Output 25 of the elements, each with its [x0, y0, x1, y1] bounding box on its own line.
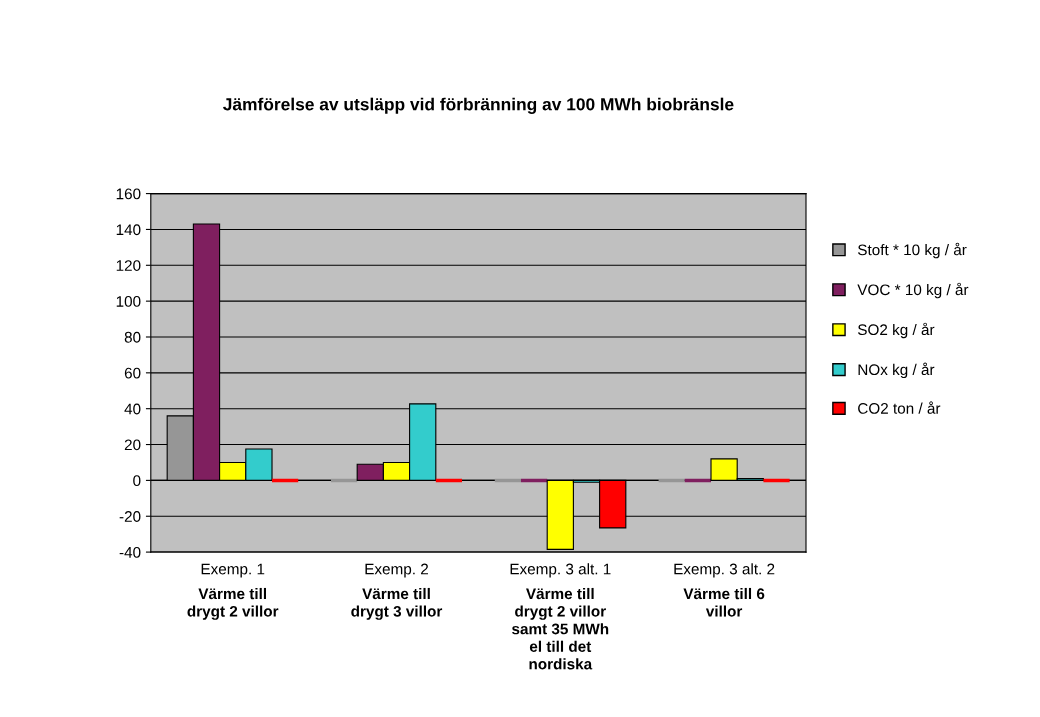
legend-label: VOC * 10 kg / år	[857, 282, 969, 299]
y-tick-label: 120	[116, 260, 141, 271]
x-tick-label: Exemp. 1	[201, 563, 265, 578]
x-tick-label: Exemp. 2	[365, 563, 428, 578]
y-tick-label: 0	[133, 475, 141, 487]
x-tick-label: Exemp. 3 alt. 1	[510, 563, 611, 578]
y-tick-label: 160	[116, 188, 141, 200]
legend-label: SO2 kg / år	[857, 322, 935, 339]
y-tick-label: -40	[119, 546, 141, 558]
y-tick-label: 20	[124, 439, 141, 451]
y-tick-label: 60	[124, 367, 141, 379]
text: Värme till drygt 2 villor	[187, 587, 279, 620]
legend-label: Stoft * 10 kg / år	[857, 242, 967, 259]
chart-title: Jämförelse av utsläpp vid förbränning av 100 MWh biobränsle	[223, 97, 734, 114]
text: Värme till 6 villor	[683, 587, 765, 617]
text: Värme till drygt 3 villor	[351, 587, 443, 620]
text: Värme till drygt 2 villor samt 35 MWh el till det nordiska	[512, 587, 609, 670]
legend-label: CO2 ton / år	[858, 401, 941, 414]
x-tick-label: Exemp. 3 alt. 2	[674, 563, 775, 578]
y-tick-label: -20	[119, 511, 141, 522]
y-tick-label: 80	[124, 331, 141, 343]
y-tick-label: 100	[116, 296, 141, 307]
y-tick-label: 140	[116, 224, 141, 236]
y-tick-label: 40	[124, 403, 141, 415]
legend-label: NOx kg / år	[858, 362, 935, 379]
